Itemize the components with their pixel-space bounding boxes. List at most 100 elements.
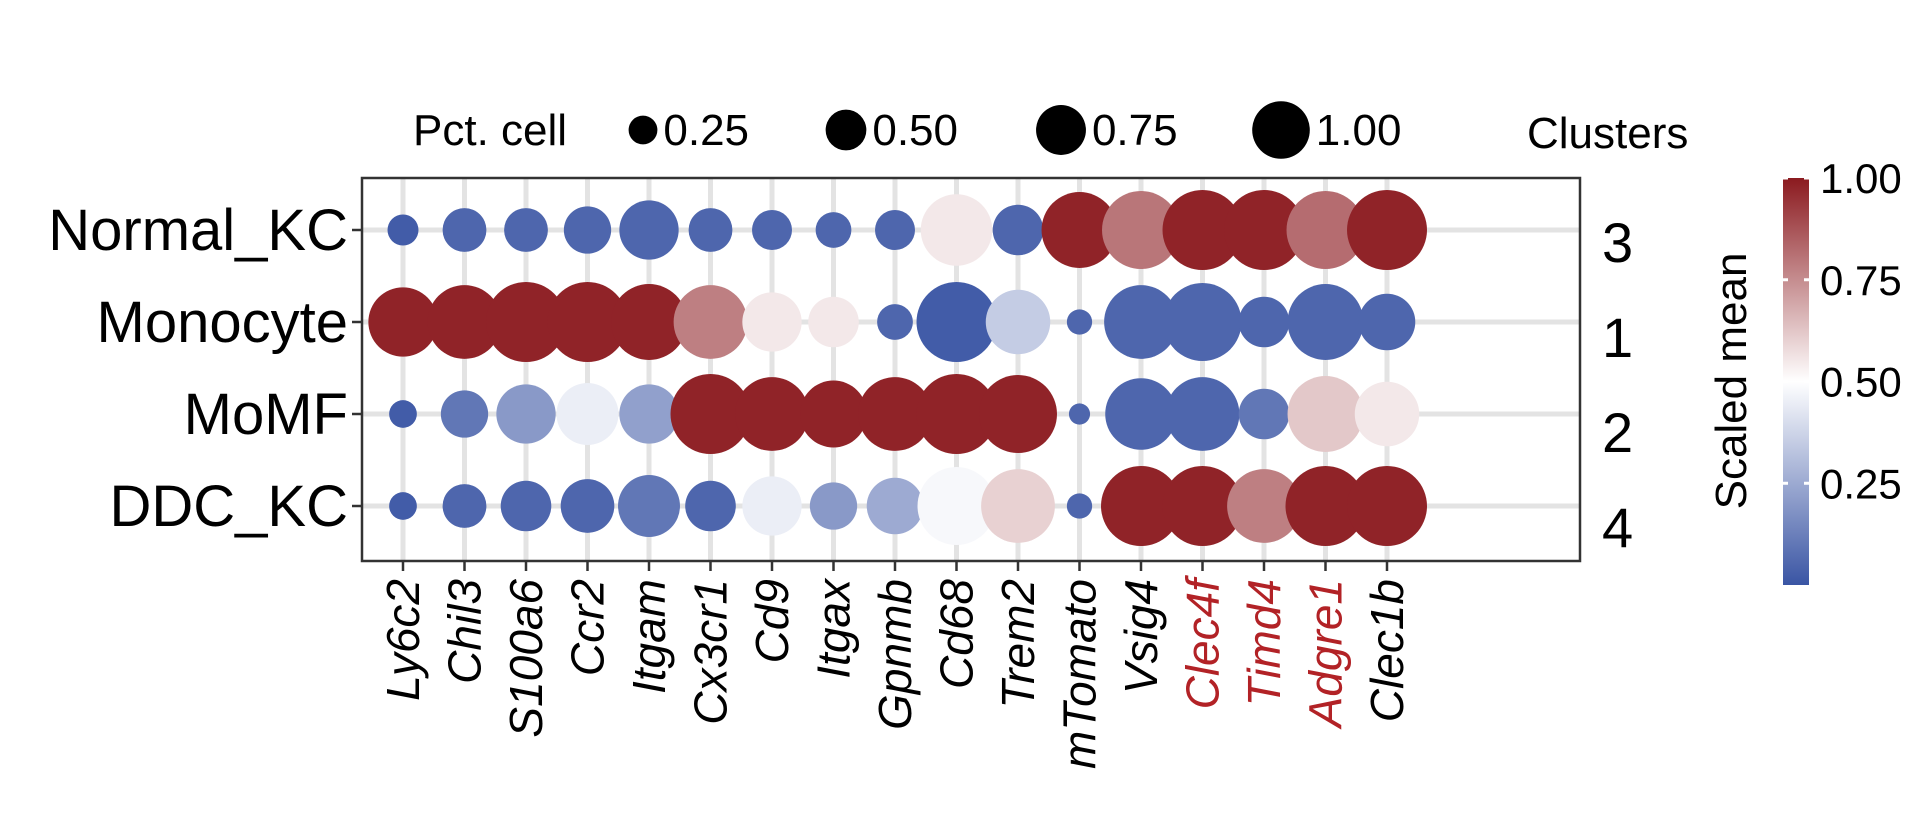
color-tick-label: 0.50 bbox=[1820, 359, 1902, 406]
dot-point bbox=[752, 210, 792, 250]
color-tick-label: 0.25 bbox=[1820, 460, 1902, 507]
size-legend-label: 1.00 bbox=[1316, 106, 1402, 155]
size-legend-dot bbox=[1036, 105, 1086, 155]
x-tick-label: Vsig4 bbox=[1115, 579, 1167, 694]
x-tick-label: Itgam bbox=[623, 579, 675, 694]
dot-point bbox=[670, 374, 751, 454]
dot-point bbox=[560, 479, 615, 533]
dot-point bbox=[809, 482, 858, 530]
cluster-title: Clusters bbox=[1527, 109, 1688, 158]
size-legend-title: Pct. cell bbox=[413, 106, 567, 155]
dot-point bbox=[1162, 190, 1243, 270]
size-legend-label: 0.75 bbox=[1092, 106, 1178, 155]
cluster-labels: 3 1 2 4 bbox=[1602, 211, 1633, 559]
dot-point bbox=[1162, 466, 1243, 546]
dot-point bbox=[1286, 191, 1365, 269]
dot-point bbox=[742, 292, 802, 352]
color-tick-label: 1.00 bbox=[1820, 155, 1902, 202]
color-legend: 0.25 0.50 0.75 1.00 Scaled mean bbox=[1707, 155, 1902, 585]
dot-point bbox=[916, 374, 997, 454]
color-legend-title: Scaled mean bbox=[1707, 253, 1756, 510]
x-tick-label: Adgre1 bbox=[1300, 579, 1352, 730]
x-tick-label: Itgax bbox=[808, 577, 860, 679]
x-tick-label: Ccr2 bbox=[562, 579, 614, 676]
dot-point bbox=[1163, 283, 1242, 361]
dot-point bbox=[808, 296, 859, 348]
dot-point bbox=[496, 384, 556, 444]
dot-point bbox=[1287, 284, 1364, 360]
dot-point bbox=[815, 212, 852, 248]
dot-point bbox=[916, 282, 997, 362]
dot-point bbox=[368, 287, 438, 357]
dot-point bbox=[1347, 190, 1427, 270]
dot-point bbox=[858, 377, 932, 451]
x-tick-label: Gpnmb bbox=[869, 579, 921, 730]
dot-point bbox=[427, 285, 502, 359]
cluster-label: 1 bbox=[1602, 306, 1633, 369]
dot-point bbox=[742, 476, 802, 536]
dot-point bbox=[387, 214, 419, 246]
color-tick-label: 0.75 bbox=[1820, 257, 1902, 304]
cluster-label: 4 bbox=[1602, 496, 1633, 559]
dot-point bbox=[1287, 376, 1364, 452]
size-legend-dot bbox=[1252, 101, 1310, 159]
dot-point bbox=[985, 289, 1051, 355]
dot-point bbox=[618, 475, 680, 537]
dot-point bbox=[611, 284, 687, 360]
dot-point bbox=[389, 492, 417, 520]
dot-point bbox=[389, 400, 417, 428]
dots-layer bbox=[368, 190, 1427, 546]
dot-point bbox=[1238, 296, 1290, 348]
x-tick-label: Cx3cr1 bbox=[685, 579, 737, 725]
dot-point bbox=[877, 304, 913, 340]
size-legend-label: 0.50 bbox=[872, 106, 958, 155]
x-tick-label: Ly6c2 bbox=[377, 579, 429, 701]
dot-point bbox=[619, 384, 679, 444]
dot-point bbox=[1104, 285, 1178, 359]
x-tick-label: Trem2 bbox=[992, 579, 1044, 709]
dot-point bbox=[504, 208, 548, 252]
x-tick-label: Cd9 bbox=[746, 579, 798, 663]
dot-point bbox=[1227, 469, 1301, 543]
dot-point bbox=[735, 377, 809, 451]
dot-point bbox=[1066, 309, 1093, 335]
y-axis: Normal_KC Monocyte MoMF DDC_KC bbox=[48, 198, 362, 539]
dot-point bbox=[1238, 388, 1290, 440]
dot-point bbox=[920, 194, 993, 266]
dot-point bbox=[500, 480, 552, 532]
dot-point bbox=[981, 469, 1055, 543]
dot-point bbox=[1347, 466, 1427, 546]
dot-point bbox=[688, 208, 733, 252]
dot-point bbox=[979, 375, 1057, 453]
x-tick-label: S100a6 bbox=[500, 579, 552, 738]
dot-point bbox=[685, 480, 736, 532]
x-tick-label: mTomato bbox=[1054, 579, 1106, 769]
size-legend-label: 0.25 bbox=[663, 106, 749, 155]
dot-point bbox=[917, 467, 996, 545]
cluster-label: 2 bbox=[1602, 401, 1633, 464]
plot-frame bbox=[360, 176, 1582, 563]
dot-point bbox=[486, 282, 566, 362]
dot-point bbox=[1224, 190, 1304, 270]
y-tick-label: MoMF bbox=[184, 382, 348, 447]
dot-point bbox=[1102, 191, 1180, 269]
dot-point bbox=[619, 200, 679, 260]
dot-point bbox=[673, 285, 748, 359]
dot-point bbox=[1101, 466, 1181, 546]
dot-point bbox=[440, 390, 489, 438]
x-tick-label: Clec4f bbox=[1177, 575, 1229, 710]
y-tick-label: Monocyte bbox=[97, 290, 348, 355]
size-legend-dot bbox=[628, 115, 658, 145]
dot-point bbox=[1354, 381, 1420, 447]
dot-point bbox=[1066, 493, 1093, 519]
y-tick-label: Normal_KC bbox=[48, 198, 348, 263]
x-axis: Ly6c2 Chil3 S100a6 Ccr2 Itgam Cx3cr1 Cd9 Itgax G… bbox=[377, 561, 1413, 769]
dot-point bbox=[1165, 377, 1240, 451]
cluster-label: 3 bbox=[1602, 211, 1633, 274]
dot-point bbox=[1358, 293, 1416, 351]
dot-point bbox=[442, 208, 487, 252]
size-legend: Pct. cell 0.25 0.50 0.75 1.00 bbox=[413, 101, 1401, 159]
dot-point bbox=[800, 380, 867, 448]
dot-point bbox=[1041, 192, 1118, 268]
